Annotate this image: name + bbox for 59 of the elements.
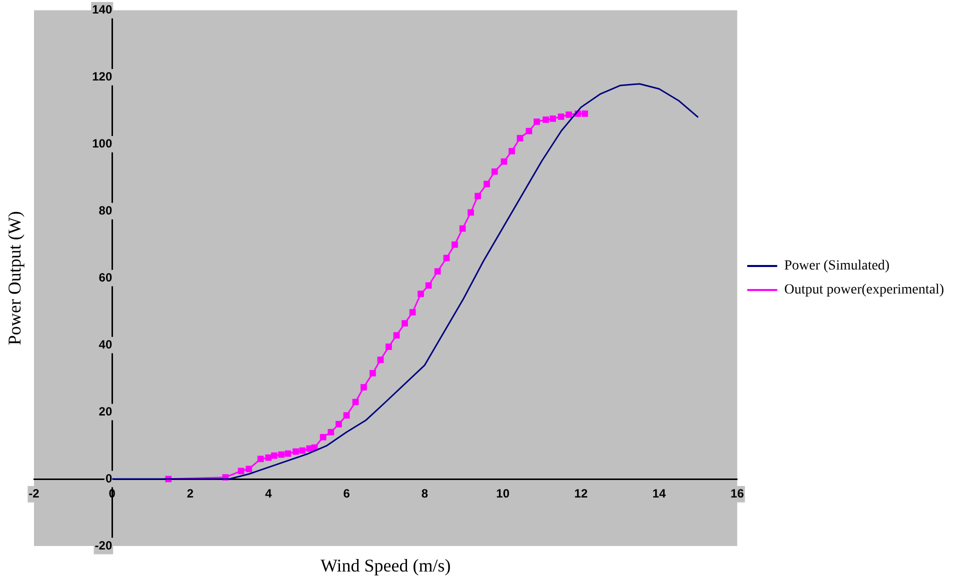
y-axis-title: Power Output (W): [4, 211, 25, 346]
y-tick-label: 120: [92, 69, 112, 84]
y-tick-label: 80: [98, 203, 112, 218]
point: [377, 356, 384, 363]
y-tick-label: -20: [94, 538, 112, 552]
y-tick-label: 20: [98, 404, 112, 418]
point: [409, 309, 416, 316]
point: [418, 290, 424, 298]
point: [558, 114, 564, 120]
point: [257, 456, 264, 462]
point: [434, 268, 441, 275]
point: [526, 128, 532, 134]
point: [566, 112, 572, 118]
point: [452, 241, 458, 248]
legend-label: Output power(experimental): [784, 282, 944, 298]
point: [292, 448, 299, 455]
y-tick-label: 140: [92, 2, 112, 17]
point: [320, 434, 326, 440]
point: [343, 412, 350, 419]
point: [386, 344, 392, 350]
point: [491, 168, 498, 175]
x-tick-label: 8: [421, 486, 428, 501]
y-tick-label: 100: [92, 136, 112, 150]
point: [393, 332, 400, 339]
point: [534, 118, 540, 125]
y-tick-label: 40: [98, 337, 112, 352]
point: [582, 110, 588, 117]
point: [542, 116, 549, 123]
point: [336, 420, 342, 428]
x-tick-label: 10: [496, 486, 510, 501]
x-tick-label: 6: [343, 486, 350, 501]
point: [508, 148, 515, 154]
point: [265, 454, 272, 461]
point: [474, 192, 481, 200]
point: [271, 452, 278, 459]
x-tick-label: 16: [730, 486, 744, 501]
point: [425, 282, 432, 289]
x-tick-label: 12: [574, 486, 588, 501]
point: [278, 451, 284, 458]
point: [516, 134, 524, 142]
x-tick-label: -2: [28, 486, 40, 501]
x-axis-title: Wind Speed (m/s): [320, 556, 451, 576]
point: [360, 384, 367, 390]
x-tick-label: 14: [652, 486, 666, 501]
y-tick-label: 60: [98, 270, 112, 284]
point: [550, 116, 556, 122]
point: [402, 320, 408, 326]
point: [484, 180, 490, 188]
point: [328, 428, 334, 436]
point: [284, 450, 292, 457]
x-tick-label: 4: [265, 486, 272, 501]
point: [468, 209, 474, 216]
point: [299, 447, 306, 454]
point: [246, 466, 252, 472]
x-tick-label: 2: [186, 486, 194, 501]
point: [370, 370, 376, 376]
point: [459, 225, 466, 232]
y-tick-label: 0: [105, 471, 112, 486]
legend-label: Power (Simulated): [784, 258, 890, 274]
